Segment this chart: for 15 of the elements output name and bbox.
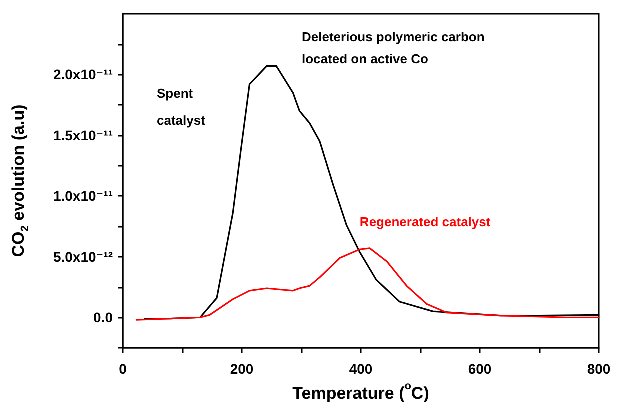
y-tick-label: 2.0x10⁻¹¹ <box>53 66 114 83</box>
text: Spent catalyst <box>156 86 206 128</box>
y-axis-title: CO2 evolution (a.u) <box>9 104 32 258</box>
line-series <box>136 248 600 321</box>
y-tick-label: 0.0 <box>94 310 114 326</box>
y-tick-label: 1.5x10⁻¹¹ <box>53 127 114 144</box>
y-tick-label: 5.0x10⁻¹² <box>53 248 114 265</box>
series-label: Regenerated catalyst <box>360 214 492 230</box>
y-tick-label: 1.0x10⁻¹¹ <box>53 188 114 204</box>
annotation: Deleterious polymeric carbon located on active Co <box>302 30 485 66</box>
x-tick-label: 200 <box>230 361 254 377</box>
x-tick-label: 600 <box>468 361 492 377</box>
x-tick-label: 800 <box>587 361 611 377</box>
x-tick-label: 0 <box>119 361 128 377</box>
x-tick-label: 400 <box>349 361 373 377</box>
